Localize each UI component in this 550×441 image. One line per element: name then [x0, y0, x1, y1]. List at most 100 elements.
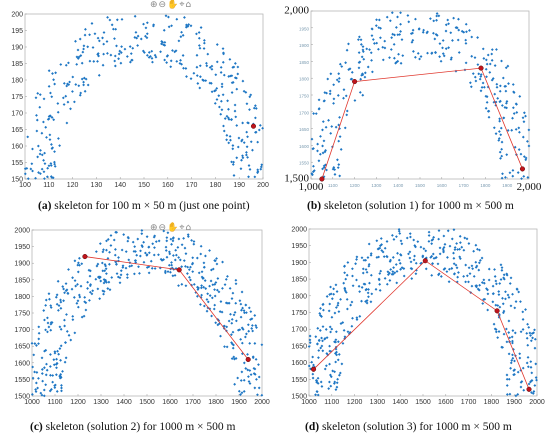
data-point: [106, 16, 109, 19]
x-tick-label: 160: [162, 182, 174, 189]
data-point: [189, 265, 192, 269]
data-point: [51, 374, 55, 377]
data-point: [334, 340, 337, 344]
x-tick-label: 1000: [24, 399, 40, 406]
data-cursor-icon[interactable]: ⌖: [179, 0, 186, 10]
data-point: [331, 167, 335, 171]
data-point: [310, 137, 314, 141]
data-point: [110, 23, 114, 27]
data-point: [199, 252, 203, 256]
data-point: [525, 331, 529, 335]
data-point: [80, 315, 84, 319]
data-point: [422, 247, 426, 251]
data-point: [49, 164, 53, 167]
data-point: [201, 276, 205, 280]
data-point: [173, 258, 177, 262]
data-point: [231, 163, 235, 166]
data-point: [400, 38, 404, 42]
data-point: [163, 40, 167, 44]
data-point: [195, 65, 199, 69]
data-point: [465, 274, 469, 278]
data-point: [37, 342, 40, 345]
data-point: [446, 256, 449, 259]
scatter-plot-c: 1000 1100 1200 1300 1400 1500 1600 1700 1800 1900…: [14, 228, 269, 407]
data-point: [232, 174, 236, 177]
data-point: [491, 300, 495, 304]
figure-toolbar-c[interactable]: ⊕⊖✋⌖⌂: [150, 223, 192, 233]
data-point: [490, 58, 494, 62]
figure-toolbar-a[interactable]: ⊕⊖✋⌖⌂: [150, 0, 192, 10]
data-point: [231, 147, 235, 151]
data-point: [337, 373, 341, 377]
data-point: [345, 109, 349, 113]
skeleton-node: [494, 308, 500, 314]
data-point: [351, 274, 354, 278]
data-point: [254, 357, 258, 361]
data-point: [388, 260, 392, 263]
data-point: [221, 286, 224, 290]
data-point: [40, 356, 44, 360]
data-point: [185, 75, 188, 78]
data-point: [232, 355, 236, 359]
data-point: [237, 136, 241, 140]
data-point: [96, 36, 100, 40]
data-point: [41, 379, 45, 383]
data-point: [230, 342, 234, 346]
data-point: [233, 382, 237, 386]
data-point: [365, 299, 369, 302]
pan-icon[interactable]: ✋: [167, 0, 180, 10]
data-point: [84, 301, 88, 305]
data-point: [329, 375, 333, 379]
data-point: [151, 60, 154, 64]
data-point: [225, 114, 229, 118]
data-point: [140, 232, 144, 236]
data-point: [64, 289, 68, 293]
data-point: [332, 83, 336, 87]
data-point: [328, 325, 332, 329]
data-point: [210, 296, 214, 300]
data-point: [375, 256, 379, 259]
data-point: [502, 276, 505, 280]
data-point: [49, 304, 53, 308]
data-point: [230, 81, 234, 85]
data-point: [378, 282, 382, 286]
data-point: [318, 329, 322, 332]
data-point: [257, 363, 260, 367]
data-point: [324, 148, 327, 152]
data-point: [327, 309, 331, 313]
data-point: [321, 120, 325, 124]
zoom-in-icon[interactable]: ⊕: [150, 0, 159, 10]
data-point: [497, 312, 501, 316]
data-point: [215, 60, 219, 64]
data-point: [165, 255, 169, 259]
restore-view-icon[interactable]: ⌂: [185, 223, 193, 233]
data-point: [231, 346, 235, 350]
zoom-in-icon[interactable]: ⊕: [150, 223, 159, 233]
zoom-out-icon[interactable]: ⊖: [158, 223, 168, 233]
data-point: [170, 261, 173, 264]
data-point: [179, 58, 182, 62]
data-point: [515, 111, 519, 114]
data-point: [150, 49, 154, 53]
data-point: [78, 263, 81, 267]
restore-view-icon[interactable]: ⌂: [185, 0, 193, 10]
data-point: [513, 145, 517, 149]
data-point: [344, 61, 348, 65]
data-point: [232, 160, 236, 164]
data-point: [242, 309, 246, 313]
data-point: [198, 64, 202, 68]
data-point: [234, 357, 238, 360]
data-point: [314, 393, 317, 397]
skeleton-node: [478, 65, 484, 71]
data-point: [441, 52, 445, 56]
data-point: [494, 330, 498, 334]
data-cursor-icon[interactable]: ⌖: [179, 223, 186, 233]
data-point: [497, 138, 501, 142]
pan-icon[interactable]: ✋: [167, 223, 180, 233]
data-point: [388, 19, 392, 23]
y-tick-label: 160: [11, 144, 23, 151]
data-point: [162, 28, 166, 32]
zoom-out-icon[interactable]: ⊖: [158, 0, 168, 10]
data-point: [514, 394, 518, 398]
skeleton-node: [82, 254, 88, 260]
